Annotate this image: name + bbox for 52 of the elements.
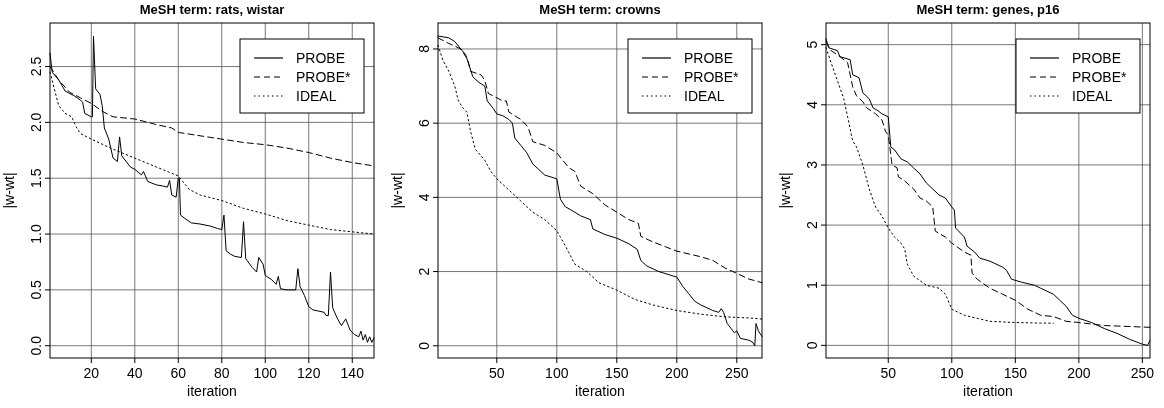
chart-title: MeSH term: crowns bbox=[539, 2, 661, 17]
x-tick-label: 40 bbox=[127, 365, 143, 381]
x-axis-title: iteration bbox=[575, 383, 625, 399]
x-tick-label: 140 bbox=[340, 365, 365, 381]
x-tick-label: 250 bbox=[1130, 365, 1155, 381]
x-tick-label: 120 bbox=[297, 365, 321, 381]
legend-label: PROBE bbox=[1072, 50, 1122, 66]
x-tick-label: 50 bbox=[489, 365, 505, 381]
y-axis-title: |w-wt| bbox=[389, 172, 405, 209]
x-tick-label: 100 bbox=[940, 365, 964, 381]
legend-label: PROBE bbox=[296, 50, 346, 66]
x-axis-title: iteration bbox=[963, 383, 1013, 399]
x-tick-label: 200 bbox=[1067, 365, 1091, 381]
legend-label: PROBE bbox=[684, 50, 734, 66]
x-tick-label: 250 bbox=[725, 365, 749, 381]
x-tick-label: 100 bbox=[253, 365, 278, 381]
y-tick-label: 8 bbox=[416, 44, 432, 53]
y-tick-label: 0 bbox=[804, 341, 820, 350]
legend-label: IDEAL bbox=[296, 88, 337, 104]
x-tick-label: 80 bbox=[214, 365, 230, 381]
y-tick-label: 2.0 bbox=[28, 112, 44, 133]
y-axis-title: |w-wt| bbox=[777, 172, 793, 209]
y-tick-label: 2 bbox=[416, 267, 432, 276]
x-tick-label: 60 bbox=[170, 365, 187, 381]
y-tick-label: 1.0 bbox=[28, 224, 44, 244]
y-tick-label: 4 bbox=[804, 100, 820, 109]
x-tick-label: 20 bbox=[83, 365, 100, 381]
y-tick-label: 4 bbox=[416, 193, 432, 202]
x-tick-label: 150 bbox=[605, 365, 629, 381]
chart-title: MeSH term: rats, wistar bbox=[139, 2, 285, 17]
y-tick-label: 5 bbox=[804, 40, 820, 49]
legend-label: PROBE* bbox=[296, 69, 352, 85]
y-tick-label: 2 bbox=[804, 220, 820, 229]
legend-label: PROBE* bbox=[1072, 69, 1128, 85]
y-tick-label: 0 bbox=[416, 341, 432, 350]
y-tick-label: 2.5 bbox=[28, 56, 44, 77]
y-tick-label: 6 bbox=[416, 119, 432, 128]
x-tick-label: 150 bbox=[1003, 365, 1028, 381]
x-axis-title: iteration bbox=[187, 383, 237, 399]
x-tick-label: 100 bbox=[545, 365, 569, 381]
legend-label: IDEAL bbox=[684, 88, 725, 104]
y-tick-label: 0.0 bbox=[28, 335, 44, 356]
x-tick-label: 50 bbox=[880, 365, 897, 381]
y-tick-label: 1 bbox=[804, 281, 820, 290]
legend-label: PROBE* bbox=[684, 69, 740, 85]
x-tick-label: 200 bbox=[665, 365, 689, 381]
chart-title: MeSH term: genes, p16 bbox=[916, 2, 1060, 17]
y-tick-label: 1.5 bbox=[28, 168, 44, 188]
legend-label: IDEAL bbox=[1072, 88, 1113, 104]
y-tick-label: 3 bbox=[804, 160, 820, 169]
y-tick-label: 0.5 bbox=[28, 279, 44, 300]
y-axis-title: |w-wt| bbox=[1, 172, 17, 209]
